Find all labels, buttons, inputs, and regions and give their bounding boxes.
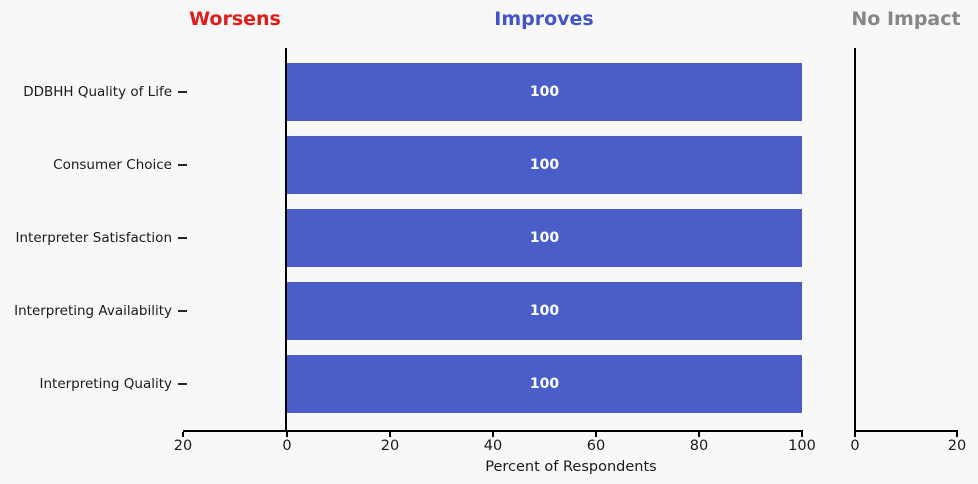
x-tick-mark bbox=[492, 432, 494, 437]
zero-axis-line-improves bbox=[285, 48, 287, 430]
y-category-label: Interpreting Quality bbox=[39, 376, 172, 392]
x-tick-label: 20 bbox=[173, 438, 193, 454]
facet-title-no-impact: No Impact bbox=[851, 8, 961, 30]
x-tick-mark bbox=[182, 432, 184, 437]
y-category-label: Interpreter Satisfaction bbox=[15, 230, 172, 246]
bar-consumer-choice: 100 bbox=[287, 136, 802, 194]
x-tick-mark bbox=[389, 432, 391, 437]
bar-value-label: 100 bbox=[529, 376, 560, 392]
x-tick-label: 80 bbox=[689, 438, 709, 454]
x-tick-label: 20 bbox=[947, 438, 967, 454]
bar-ddbhh-quality-of-life: 100 bbox=[287, 63, 802, 121]
x-axis-line-main bbox=[183, 430, 803, 432]
y-category-label: Interpreting Availability bbox=[14, 303, 172, 319]
x-tick-mark bbox=[854, 432, 856, 437]
y-tick-mark bbox=[178, 383, 187, 385]
facet-title-worsens: Worsens bbox=[189, 8, 281, 30]
x-tick-mark bbox=[698, 432, 700, 437]
x-tick-label: 0 bbox=[282, 438, 292, 454]
x-axis-label: Percent of Respondents bbox=[485, 459, 657, 475]
x-tick-label: 40 bbox=[483, 438, 503, 454]
x-tick-label: 100 bbox=[788, 438, 816, 454]
zero-axis-line-no-impact bbox=[854, 48, 856, 430]
bar-interpreting-availability: 100 bbox=[287, 282, 802, 340]
bar-value-label: 100 bbox=[529, 157, 560, 173]
x-axis-line-no-impact bbox=[854, 430, 958, 432]
x-tick-label: 20 bbox=[380, 438, 400, 454]
y-category-label: Consumer Choice bbox=[53, 157, 172, 173]
x-tick-mark bbox=[286, 432, 288, 437]
bar-value-label: 100 bbox=[529, 303, 560, 319]
y-tick-mark bbox=[178, 237, 187, 239]
y-tick-mark bbox=[178, 91, 187, 93]
x-tick-mark bbox=[801, 432, 803, 437]
bar-value-label: 100 bbox=[529, 84, 560, 100]
x-tick-mark bbox=[595, 432, 597, 437]
y-category-label: DDBHH Quality of Life bbox=[23, 84, 172, 100]
bar-interpreter-satisfaction: 100 bbox=[287, 209, 802, 267]
bar-interpreting-quality: 100 bbox=[287, 355, 802, 413]
x-tick-mark bbox=[956, 432, 958, 437]
y-tick-mark bbox=[178, 164, 187, 166]
x-tick-label: 60 bbox=[586, 438, 606, 454]
x-tick-label: 0 bbox=[850, 438, 860, 454]
facet-title-improves: Improves bbox=[494, 8, 594, 30]
y-tick-mark bbox=[178, 310, 187, 312]
bar-value-label: 100 bbox=[529, 230, 560, 246]
